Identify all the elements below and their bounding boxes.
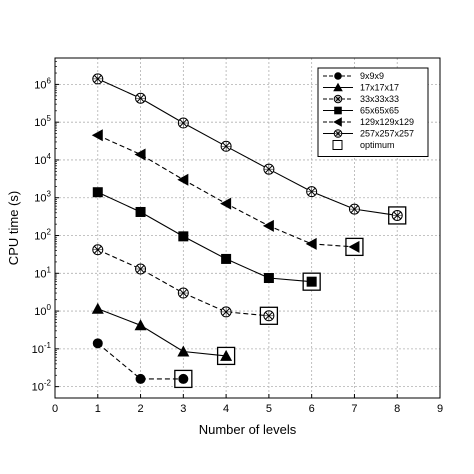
data-point [263, 163, 275, 175]
series-layer [91, 73, 407, 389]
data-point [135, 263, 147, 275]
data-point [177, 117, 189, 129]
data-point [305, 237, 317, 250]
legend-marker [333, 94, 343, 104]
data-point [262, 219, 274, 232]
x-tick-label: 1 [95, 403, 101, 415]
data-point [178, 373, 189, 384]
x-tick-label: 0 [52, 403, 58, 415]
data-point [92, 338, 103, 349]
y-tick-label: 10-2 [32, 379, 52, 394]
data-point [306, 186, 318, 198]
series-33x33x33 [92, 244, 275, 322]
x-tick-label: 7 [351, 403, 357, 415]
x-tick-label: 9 [437, 403, 443, 415]
series-line [97, 191, 312, 283]
data-point [348, 240, 360, 253]
data-point [134, 148, 146, 161]
legend-marker [333, 82, 343, 92]
series-line [97, 308, 227, 357]
series-257x257x257 [92, 73, 403, 221]
legend-optimum-marker [332, 140, 343, 150]
data-point [220, 197, 232, 210]
data-point [91, 302, 104, 314]
data-point [135, 373, 146, 384]
y-tick-label: 105 [34, 114, 51, 129]
data-point [306, 276, 317, 287]
data-point [220, 140, 232, 152]
legend-label: 257x257x257 [360, 129, 414, 139]
data-point [135, 92, 147, 104]
data-point [177, 287, 189, 299]
y-axis-title: CPU time (s) [6, 191, 21, 265]
legend-marker [333, 129, 343, 138]
series-9x9x9 [92, 338, 189, 384]
legend-label: 129x129x129 [360, 117, 414, 127]
data-point [348, 203, 360, 215]
series-line [97, 342, 184, 380]
legend-label: 17x17x17 [360, 83, 399, 93]
x-tick-label: 8 [394, 403, 400, 415]
data-point [92, 73, 104, 85]
legend-marker [334, 106, 342, 115]
grid [55, 58, 440, 398]
y-tick-label: 10-1 [32, 341, 52, 356]
data-point [178, 231, 189, 242]
data-point [92, 187, 103, 198]
data-point [177, 173, 189, 186]
y-tick-label: 100 [34, 303, 51, 318]
x-axis-title: Number of levels [199, 422, 297, 437]
y-tick-label: 106 [34, 76, 51, 91]
series-17x17x17 [91, 302, 233, 361]
data-point [92, 244, 104, 256]
series-line [97, 78, 398, 216]
y-tick-label: 104 [34, 152, 51, 167]
legend-marker [333, 117, 342, 127]
y-tick-label: 101 [34, 265, 51, 280]
data-point [391, 209, 403, 221]
legend-marker [334, 72, 342, 80]
series-65x65x65 [92, 187, 317, 287]
legend-label: 65x65x65 [360, 106, 399, 116]
x-tick-label: 3 [180, 403, 186, 415]
legend-label: 9x9x9 [360, 71, 384, 81]
ticks: 0 1 2 3 4 5 6 7 8 9 10-2 10-1 100 101 102 103 104 105 106 [32, 61, 443, 415]
x-tick-label: 5 [266, 403, 272, 415]
legend-label-optimum: optimum [360, 140, 395, 150]
x-tick-label: 2 [137, 403, 143, 415]
data-point [134, 319, 147, 331]
legend-label: 33x33x33 [360, 94, 399, 104]
series-129x129x129 [91, 129, 360, 253]
x-tick-label: 4 [223, 403, 229, 415]
y-tick-label: 103 [34, 190, 51, 205]
data-point [91, 129, 103, 142]
data-point [220, 349, 233, 361]
x-tick-label: 6 [309, 403, 315, 415]
data-point [135, 206, 146, 217]
data-point [220, 306, 232, 318]
data-point [263, 273, 274, 284]
plot-frame [54, 57, 441, 399]
y-tick-label: 102 [34, 228, 51, 243]
data-point [221, 253, 232, 264]
data-point [177, 345, 190, 357]
data-point [263, 310, 275, 322]
